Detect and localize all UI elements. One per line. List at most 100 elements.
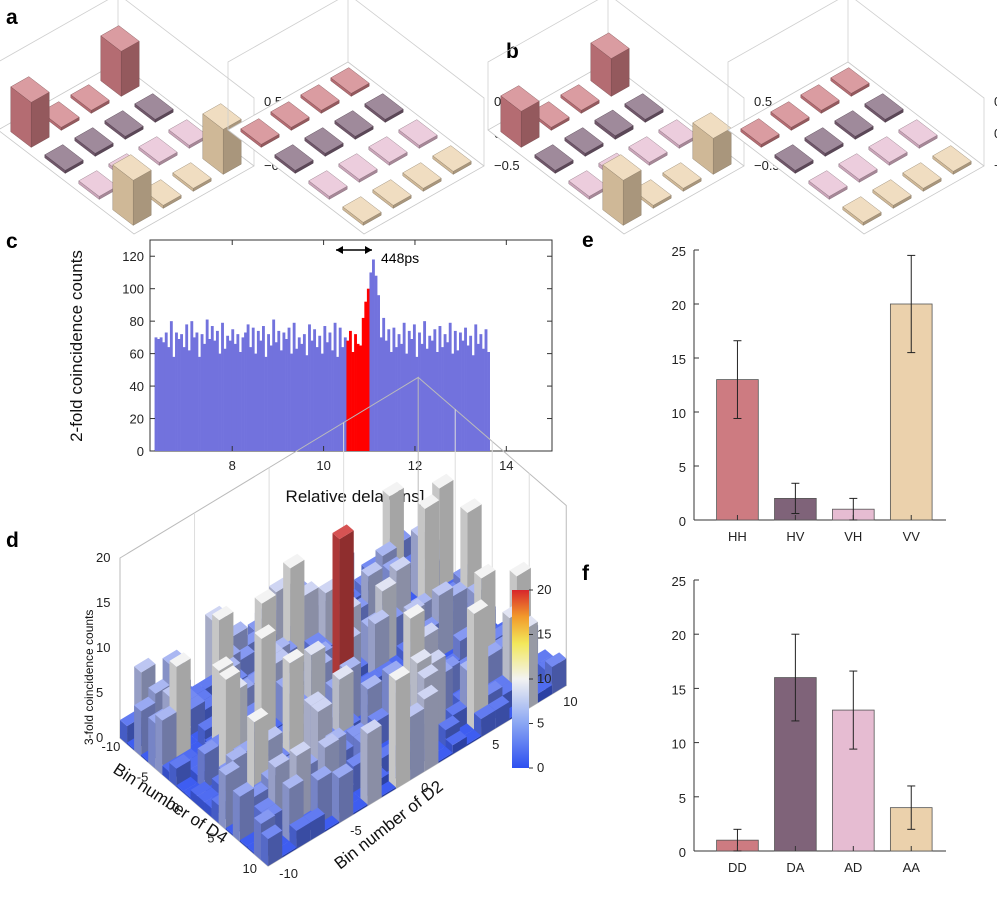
pa-re-bar-HH-VV [10,76,50,148]
lego-bar-side [162,712,177,775]
pb-im-bar-HH-VV [740,118,780,148]
histogram-bin [377,295,380,451]
lego-bar-top [438,715,460,731]
panel-d-xtick: -10 [102,739,121,754]
lego-bar-top [509,561,531,577]
lego-bar-top [190,781,212,797]
pe-errorbar-HV [791,482,800,515]
lego-bar-top [232,782,255,797]
histogram-bin [290,353,294,451]
lego-bar-top [417,664,439,679]
histogram-bin [308,324,311,451]
bar-top [330,67,370,94]
panel-d-xtick: 0 [172,800,179,815]
histogram-bin [328,332,332,451]
pf-xtick-label: AA [903,860,921,875]
histogram-bin [389,351,393,451]
panel-label-b: b [506,40,519,63]
pb-im-back-wall-left [727,0,849,130]
pb-im-bar-VH-HV [868,136,908,166]
histogram-bin [402,322,406,451]
histogram-bin [456,350,460,451]
ytick-label: 0 [137,444,144,459]
histogram-bin [320,353,324,451]
lego-bar-side [452,736,467,755]
bar-top [274,144,314,171]
bar-top [740,118,780,145]
lego-bar-top [155,705,177,721]
bar-top [172,162,212,189]
pa-im-bar-VV-HH [432,145,472,175]
panel-d-colorbar: 0 5 10 15 20 [512,582,551,775]
lego-bar-top [254,588,276,604]
lego-bar-top [304,640,326,656]
histogram-bin [369,272,373,451]
lego-bar-front [282,782,290,843]
bar-top [44,144,84,171]
bar-top [932,145,972,172]
pb-re-bar-VV-HH [692,112,732,175]
lego-bar-top [474,704,496,720]
colorbar-tick-label: 15 [537,627,551,642]
pf-xtick-label: DD [728,860,747,875]
histogram-bin [238,351,242,451]
panel-label-a: a [6,6,18,29]
lego-bar-top [169,754,191,769]
panel-c-bars [154,259,490,451]
histogram-bin [177,339,181,451]
pa-im-bar-VH-HH [398,119,438,149]
pa-re-bar-HV-HV [104,110,144,140]
histogram-bin [461,340,465,451]
histogram-bin [438,326,442,451]
pa-re-bar-HV-VV [44,144,84,174]
histogram-bin [331,350,334,451]
lego-bar-top [382,481,404,497]
pa-im-bar-HV-VH [304,127,344,157]
lego-bar-side [438,752,453,763]
pa-im-bar-HH-HV [300,84,340,114]
bar-top [10,76,50,103]
lego-bar-front [134,705,142,757]
lego-bar-side [474,605,489,731]
lego-bar-side [552,658,567,695]
bar-top [838,153,878,180]
histogram-bin [484,329,488,451]
pa-re-bar-VH-HV [138,136,178,166]
lego-bar-side [324,821,340,832]
histogram-bin [282,332,286,451]
lego-bar-front [197,796,205,812]
histogram-bin [182,347,186,451]
lego-bar [360,719,382,806]
pf-errorbar-AD [849,670,858,750]
lego-bar-top [432,473,454,489]
histogram-bin [428,335,432,451]
pb-re-bar-VV-HV [662,162,702,192]
lego-bar-side [367,725,382,806]
pb-re-bar-HH-HH [590,32,630,97]
histogram-bin [185,324,189,451]
bar-top [100,25,140,52]
pe-xtick-label: VH [844,529,862,544]
lego-bar-side [439,479,454,597]
histogram-bin [482,348,485,451]
histogram-bin [223,348,227,451]
panel-e-bar-chart: 0 5 10 15 20 25 HH HV VH VV [672,244,946,544]
bar-top [872,179,912,206]
panel-c-annotation-text: 448ps [381,250,419,266]
colorbar-tick-label: 10 [537,671,551,686]
lego-bar-top [382,660,404,676]
pa-im-bar-HV-HV [334,110,374,140]
histogram-bin [425,348,429,451]
histogram-bin [387,329,391,451]
lego-bar-side [481,710,496,738]
histogram-bin [287,327,291,451]
lego-bar-top [332,763,354,779]
lego-bar-top [254,797,276,813]
histogram-bin [267,334,270,451]
bar-top [168,119,208,146]
pe-ytick-label: 20 [672,298,686,313]
pb-re-bar-HV-VV [534,144,574,174]
panel-d-ztick: 15 [96,595,110,610]
histogram-bin [451,353,455,451]
histogram-bin [192,337,196,451]
